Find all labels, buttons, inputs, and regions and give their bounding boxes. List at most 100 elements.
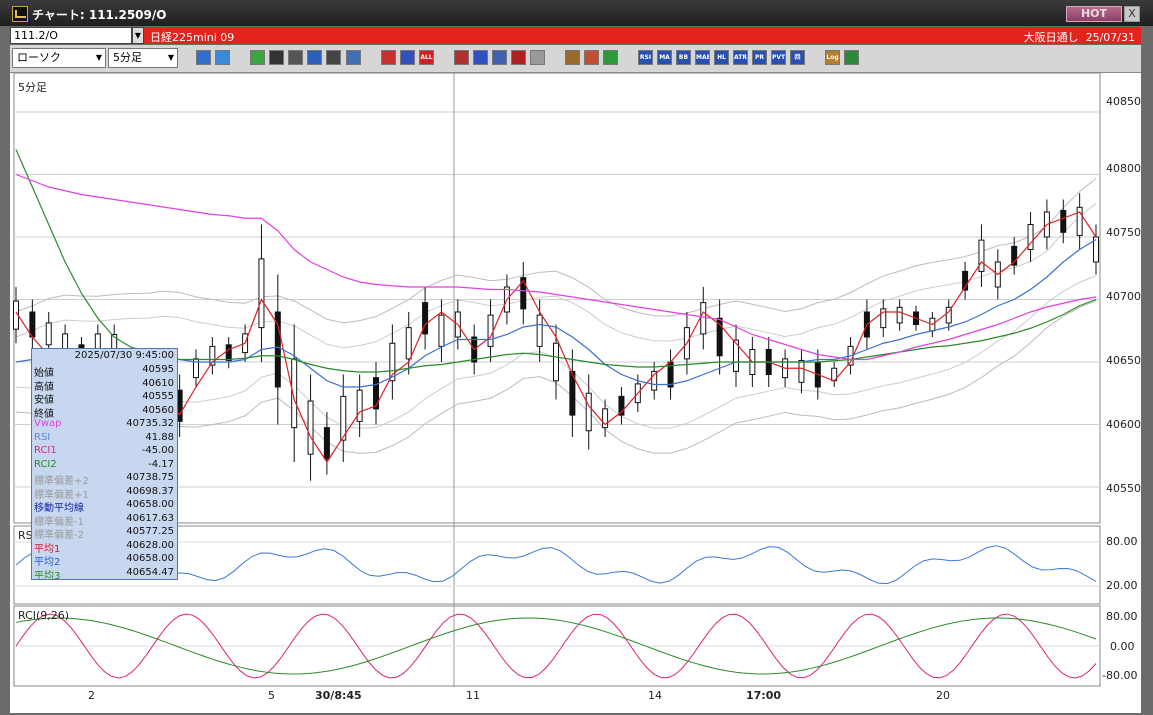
window-titlebar: チャート: 111.2509/O HOT X [0, 0, 1153, 26]
info-datetime: 2025/07/30 9:45:00 [74, 350, 174, 361]
ma-button[interactable]: MA [657, 50, 672, 65]
info-row-value: 41.88 [145, 431, 174, 443]
rci-title: RCI(9,26) [18, 609, 70, 622]
window-icon[interactable] [215, 50, 230, 65]
candle-body [602, 408, 609, 429]
info-row-value: 40577.25 [126, 526, 174, 537]
trash-icon[interactable] [346, 50, 361, 65]
x-tick: 5 [268, 689, 275, 702]
candle-body [733, 339, 739, 372]
chevron-down-icon: ▼ [95, 53, 102, 62]
gear-icon[interactable] [565, 50, 580, 65]
candle-body [225, 344, 232, 361]
info-row-label: Vwap [34, 418, 62, 429]
info-row-value: 40698.37 [126, 485, 174, 497]
info-row-value: 40658.00 [126, 553, 174, 564]
bb-button[interactable]: BB [676, 50, 691, 65]
disabled-icon[interactable] [530, 50, 545, 65]
candle-body [340, 395, 347, 441]
info-row: 平均1 40628.00 [32, 539, 177, 555]
candle-body [389, 342, 396, 382]
chart-type-select[interactable]: ローソク ▼ [12, 48, 106, 68]
pvt-button[interactable]: PVT [771, 50, 786, 65]
chart-canvas[interactable] [10, 73, 1141, 713]
timeframe-select[interactable]: 5分足 ▼ [108, 48, 178, 68]
ohlc-info-panel: 2025/07/30 9:45:00 始値 40595 高値 40610 安値 40555… [31, 348, 178, 582]
price-tick: 40600 [1106, 418, 1141, 431]
price-tick: 40800 [1106, 162, 1141, 175]
candle-red-icon[interactable] [381, 50, 396, 65]
cursor-icon[interactable] [288, 50, 303, 65]
print-icon[interactable] [326, 50, 341, 65]
candle-blue-icon[interactable] [400, 50, 415, 65]
split-icon[interactable] [511, 50, 526, 65]
info-row-label: 標準偏差-1 [34, 516, 84, 528]
candle-body [438, 314, 445, 347]
all-button[interactable]: ALL [419, 50, 434, 65]
candle-body [45, 322, 52, 346]
symbol-combo[interactable]: 111.2/O [10, 27, 132, 44]
marker-icon[interactable] [454, 50, 469, 65]
chart-type-value: ローソク [17, 51, 61, 64]
undo-icon[interactable] [307, 50, 322, 65]
search-chart-icon[interactable] [473, 50, 488, 65]
candle-body [716, 317, 723, 357]
info-row-value: 40628.00 [126, 539, 174, 551]
rsi-button[interactable]: RSI [638, 50, 653, 65]
timeframe-caption: 5分足 [18, 81, 47, 94]
candle-body [585, 392, 592, 432]
info-row: 安値 40555 [32, 391, 177, 406]
info-row-label: RCI1 [34, 445, 57, 456]
x-tick: 14 [648, 689, 662, 702]
chart-toolbar: ローソク ▼ 5分足 ▼ ALL RSI MA BB MAE HL ATR PR PVT 回 Log [10, 45, 1141, 73]
info-row-label: 標準偏差+2 [34, 476, 89, 487]
hot-button[interactable]: HOT [1066, 6, 1122, 22]
info-row: 標準偏差+2 40738.75 [32, 472, 177, 487]
candle-body [258, 258, 265, 329]
candle-body [962, 270, 969, 291]
info-row-label: 終値 [34, 408, 54, 420]
pr-button[interactable]: PR [752, 50, 767, 65]
candle-body [405, 327, 412, 360]
info-row-value: -45.00 [141, 445, 174, 456]
info-row: 始値 40595 [32, 364, 177, 379]
x-tick: 11 [466, 689, 480, 702]
info-row-value: 40560 [142, 404, 174, 416]
series-line-平均3 [15, 149, 1097, 373]
candle-body [209, 345, 216, 366]
candle-body [274, 311, 281, 388]
rsi-tick: 80.00 [1106, 535, 1138, 548]
log-button[interactable]: Log [825, 50, 840, 65]
info-row-label: 移動平均線 [34, 503, 84, 514]
info-row-value: 40617.63 [126, 512, 174, 524]
candle-body [520, 277, 527, 310]
hl-button[interactable]: HL [714, 50, 729, 65]
info-row-value: 40555 [142, 391, 174, 402]
info-row: Vwap 40735.32 [32, 418, 177, 432]
line-tool-icon[interactable] [269, 50, 284, 65]
chart-area[interactable]: 5分足 40850 40800 40750 40700 40650 40600 … [10, 73, 1141, 713]
window-title: チャート: 111.2509/O [32, 8, 167, 22]
info-row: 終値 40560 [32, 404, 177, 420]
symbol-bar: 111.2/O ▼ 日経225mini 09 大阪日通し 25/07/31 [10, 27, 1141, 44]
candle-body [1027, 224, 1034, 250]
bars-icon[interactable] [492, 50, 507, 65]
wrench-icon[interactable] [584, 50, 599, 65]
candle-body [618, 395, 625, 416]
candle-body [798, 359, 805, 383]
kai-button[interactable]: 回 [790, 50, 805, 65]
close-button[interactable]: X [1124, 6, 1140, 22]
pencil-icon[interactable] [250, 50, 265, 65]
zoom-icon[interactable] [196, 50, 211, 65]
exit-icon[interactable] [844, 50, 859, 65]
info-row-label: RSI [34, 431, 51, 443]
chevron-down-icon[interactable]: ▼ [132, 27, 144, 44]
info-row: 高値 40610 [32, 378, 177, 393]
candle-body [896, 306, 903, 324]
palette-icon[interactable] [603, 50, 618, 65]
rci-tick: 0.00 [1110, 640, 1135, 653]
info-row-label: 高値 [34, 381, 54, 393]
atr-button[interactable]: ATR [733, 50, 748, 65]
timeframe-value: 5分足 [113, 51, 142, 64]
mae-button[interactable]: MAE [695, 50, 710, 65]
